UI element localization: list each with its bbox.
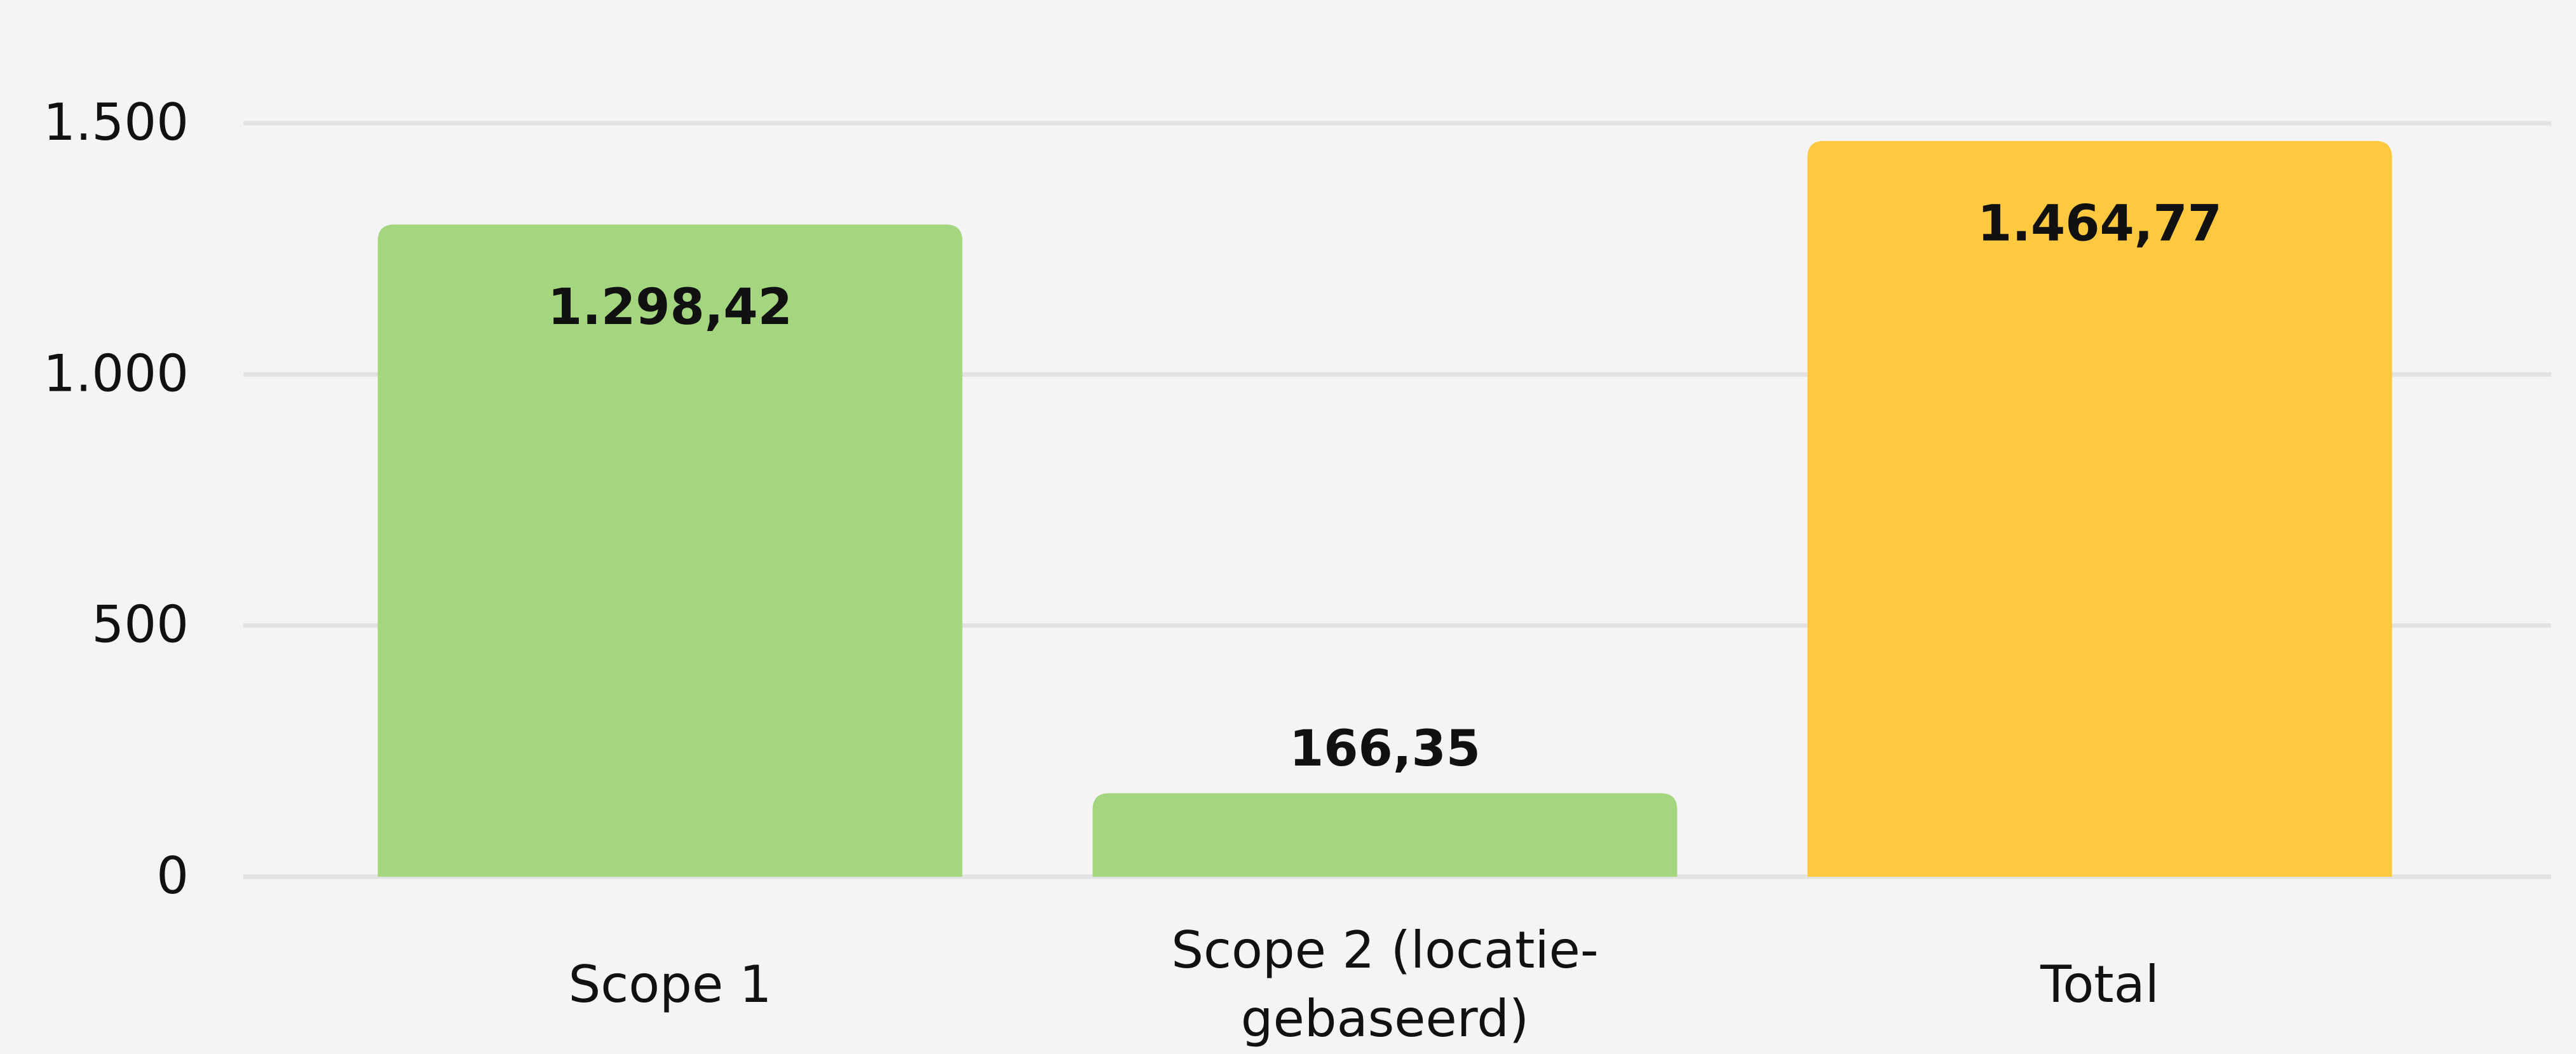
bar xyxy=(377,224,963,877)
value-label: 166,35 xyxy=(1289,720,1481,778)
y-tick-label: 1.500 xyxy=(43,93,189,152)
y-tick-label: 500 xyxy=(92,595,189,654)
x-tick-label: Total xyxy=(2040,955,2159,1014)
y-tick-label: 1.000 xyxy=(43,344,189,403)
x-tick-label: Scope 2 (locatie-gebaseerd) xyxy=(1171,921,1599,1048)
value-label: 1.464,77 xyxy=(1977,195,2222,252)
y-tick-label: 0 xyxy=(156,846,189,905)
x-tick-label: Scope 1 xyxy=(568,955,772,1014)
value-label: 1.298,42 xyxy=(548,279,792,336)
bar xyxy=(1092,793,1678,877)
bar xyxy=(1807,140,2392,877)
